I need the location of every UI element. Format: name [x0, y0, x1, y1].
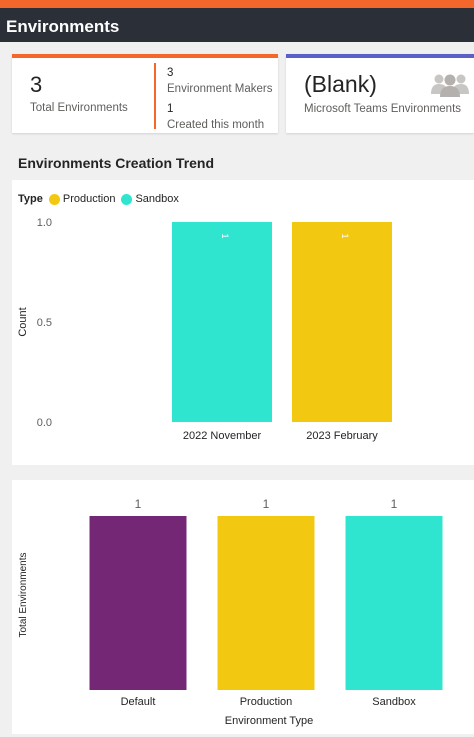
x-axis-label: Environment Type [225, 715, 313, 727]
sandbox-dot [121, 193, 133, 205]
total-environments-value: 3 [30, 72, 43, 97]
bar-sandbox[interactable] [345, 516, 443, 690]
trend-legend: Type Production Sandbox [18, 193, 185, 205]
bar-production[interactable] [292, 222, 392, 422]
legend-item-sandbox[interactable]: Sandbox [121, 193, 179, 205]
environment-makers-label: Environment Makers [167, 83, 273, 95]
bar-data-label: 1 [340, 233, 350, 238]
page-header: Environments [0, 8, 474, 42]
total-environments-label: Total Environments [30, 102, 128, 114]
x-tick-label: Production [240, 696, 293, 708]
x-tick-label: 2023 February [306, 430, 378, 442]
card-divider [154, 63, 156, 129]
bar-sandbox[interactable] [172, 222, 272, 422]
creation-trend-chart[interactable]: Type Production Sandbox 0.0 0.5 1.0 Count 1 2… [12, 180, 474, 465]
production-dot [48, 193, 60, 205]
total-environments-card[interactable]: 3 Total Environments 3 Environment Maker… [12, 54, 278, 133]
x-tick-label: Default [121, 696, 156, 708]
legend-label-production: Production [62, 193, 116, 205]
trend-section-title: Environments Creation Trend [18, 155, 215, 171]
y-tick-label: 0.5 [37, 317, 52, 329]
bar-data-label: 1 [263, 497, 270, 511]
bar-default[interactable] [89, 516, 187, 690]
y-axis-label: Count [17, 307, 29, 336]
people-icon [431, 74, 469, 97]
legend-label-sandbox: Sandbox [135, 193, 179, 205]
created-this-month-value: 1 [167, 103, 174, 115]
bar-production[interactable] [217, 516, 315, 690]
x-tick-label: 2022 November [183, 430, 262, 442]
y-tick-label: 1.0 [37, 217, 52, 229]
teams-environments-card[interactable]: (Blank) Microsoft Teams Environments [286, 54, 474, 133]
type-chart-svg: Total Environments 1 Default 1 Production 1 Sa… [18, 497, 443, 727]
top-accent-bar [0, 0, 474, 8]
legend-title: Type [18, 193, 43, 205]
x-tick-label: Sandbox [372, 696, 416, 708]
page-title: Environments [6, 17, 120, 36]
bar-data-label: 1 [220, 233, 230, 238]
teams-environments-label: Microsoft Teams Environments [304, 103, 462, 115]
y-axis-label: Total Environments [18, 552, 29, 637]
trend-chart-svg: 0.0 0.5 1.0 Count 1 2022 November 1 2023 Februa… [17, 217, 392, 442]
environment-makers-value: 3 [167, 67, 174, 79]
legend-item-production[interactable]: Production [48, 193, 116, 205]
bar-data-label: 1 [391, 497, 398, 511]
y-tick-label: 0.0 [37, 417, 52, 429]
teams-environments-value: (Blank) [304, 71, 377, 97]
created-this-month-label: Created this month [167, 119, 265, 131]
bar-data-label: 1 [135, 497, 142, 511]
environment-type-chart[interactable]: Total Environments 1 Default 1 Production 1 Sa… [12, 480, 474, 734]
